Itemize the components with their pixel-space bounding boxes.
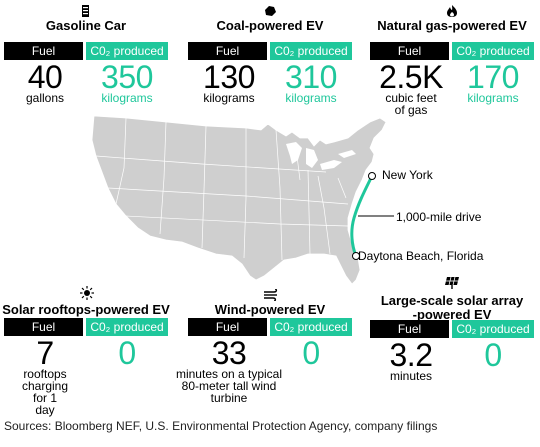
co2-label: C0₂ produced — [270, 318, 352, 336]
fuel-label: Fuel — [370, 320, 449, 338]
fuel-label: Fuel — [370, 42, 449, 60]
panel-title: Solar rooftops-powered EV — [2, 302, 170, 317]
fuel-unit: minutes on a typical 80-meter tall wind … — [175, 367, 283, 405]
panel-natural-gas-ev: Natural gas-powered EV Fuel C0₂ produced… — [370, 4, 534, 117]
co2-value: 350 — [101, 59, 153, 95]
coal-lump-icon — [265, 6, 276, 16]
fuel-unit: cubic feet of gas — [385, 91, 437, 117]
fuel-pump-icon — [82, 5, 89, 17]
co2-label: C0₂ produced — [86, 42, 168, 60]
co2-unit: kilograms — [467, 91, 519, 105]
start-city-label: New York — [382, 168, 433, 182]
fuel-value: 7 — [36, 335, 54, 371]
co2-unit: kilograms — [101, 91, 153, 105]
co2-value: 0 — [484, 337, 502, 373]
panel-title: Large-scale solar array -powered EV — [380, 293, 524, 322]
fuel-label: Fuel — [4, 42, 83, 60]
great-lakes — [286, 142, 356, 170]
us-land-shape — [91, 115, 387, 285]
route-line — [350, 175, 374, 257]
panel-title: Gasoline Car — [45, 18, 127, 33]
fuel-label: Fuel — [188, 42, 267, 60]
co2-label: C0₂ produced — [452, 320, 534, 338]
panel-title: Coal-powered EV — [216, 18, 324, 33]
fuel-unit: minutes — [389, 369, 433, 383]
panel-solar-array-ev: Large-scale solar array -powered EV Fuel… — [370, 276, 534, 408]
route-distance-label: 1,000-mile drive — [396, 210, 482, 224]
fuel-label: Fuel — [4, 318, 83, 336]
fuel-value: 33 — [211, 335, 247, 371]
co2-label: C0₂ produced — [86, 318, 168, 336]
panel-wind-ev: Wind-powered EV Fuel C0₂ produced 33 min… — [176, 289, 352, 408]
flame-icon — [447, 5, 457, 17]
panel-gasoline-car: Gasoline Car Fuel C0₂ produced 40 gallon… — [4, 4, 168, 114]
wind-icon — [264, 289, 278, 301]
state-borders — [95, 117, 349, 261]
co2-unit: kilograms — [285, 91, 337, 105]
panel-title: Wind-powered EV — [214, 302, 326, 317]
fuel-value: 3.2 — [389, 337, 433, 373]
end-city-label: Daytona Beach, Florida — [358, 249, 484, 263]
co2-value: 170 — [467, 59, 519, 95]
panel-coal-ev: Coal-powered EV Fuel C0₂ produced 130 ki… — [188, 4, 352, 114]
fuel-unit: kilograms — [203, 91, 255, 105]
source-note: Sources: Bloomberg NEF, U.S. Environment… — [4, 419, 438, 433]
start-marker — [368, 172, 376, 180]
co2-label: C0₂ produced — [452, 42, 534, 60]
fuel-unit: rooftops charging for 1 day — [22, 367, 69, 417]
fuel-value: 2.5K — [379, 59, 443, 95]
solar-panel-icon — [445, 276, 459, 289]
fuel-value: 130 — [203, 59, 255, 95]
panel-title: Natural gas-powered EV — [377, 18, 527, 33]
panel-solar-rooftops-ev: Solar rooftops-powered EV Fuel C0₂ produ… — [2, 286, 170, 416]
fuel-unit: gallons — [25, 91, 65, 105]
co2-value: 0 — [118, 335, 136, 371]
end-marker — [352, 252, 360, 260]
fuel-label: Fuel — [188, 318, 267, 336]
co2-label: C0₂ produced — [270, 42, 352, 60]
co2-value: 310 — [285, 59, 337, 95]
co2-value: 0 — [302, 335, 320, 371]
fuel-value: 40 — [27, 59, 63, 95]
us-map — [91, 115, 394, 285]
sun-icon — [80, 286, 94, 300]
